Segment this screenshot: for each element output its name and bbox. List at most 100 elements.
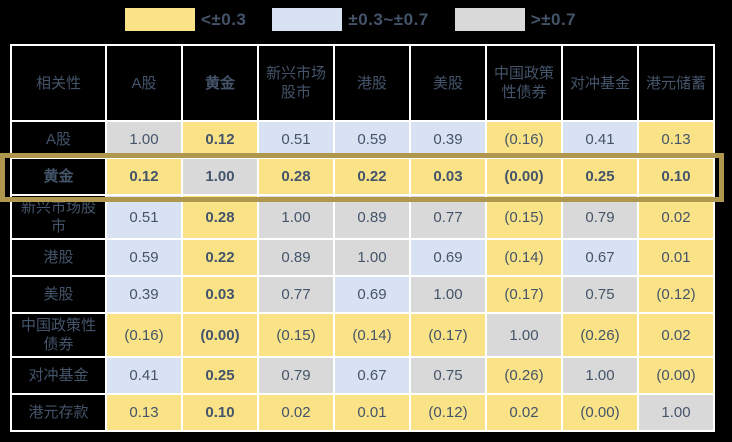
correlation-cell: (0.17) xyxy=(409,312,487,358)
correlation-cell: 0.22 xyxy=(333,157,411,196)
correlation-cell: 1.00 xyxy=(409,275,487,314)
correlation-cell: 1.00 xyxy=(485,312,563,358)
correlation-cell: 0.69 xyxy=(333,275,411,314)
correlation-cell: 0.89 xyxy=(257,238,335,277)
correlation-table: 相关性 A股 黄金 新兴市场股市 港股 美股 中国政策性债券 对冲基金 港元储蓄 A股 1.00… xyxy=(10,44,715,432)
legend-label-low: <±0.3 xyxy=(201,9,247,29)
correlation-cell: 0.28 xyxy=(181,194,259,240)
legend-item-high: >±0.7 xyxy=(454,8,577,31)
correlation-cell: 0.25 xyxy=(561,157,639,196)
column-header: 对冲基金 xyxy=(561,44,639,122)
correlation-cell: 0.79 xyxy=(561,194,639,240)
correlation-cell: 1.00 xyxy=(257,194,335,240)
table-row: A股 1.00 0.12 0.51 0.59 0.39 (0.16) 0.41 0.13 xyxy=(10,120,715,159)
correlation-cell: 1.00 xyxy=(105,120,183,159)
row-header: 港股 xyxy=(10,238,107,277)
correlation-cell: 0.25 xyxy=(181,356,259,395)
correlation-cell: 0.67 xyxy=(333,356,411,395)
correlation-cell: (0.16) xyxy=(105,312,183,358)
correlation-cell: 0.02 xyxy=(637,194,715,240)
legend-label-mid: ±0.3~±0.7 xyxy=(348,9,429,29)
correlation-cell: 0.02 xyxy=(637,312,715,358)
legend-swatch-high-icon xyxy=(454,8,525,31)
correlation-cell: (0.14) xyxy=(333,312,411,358)
table-row: 港元存款 0.13 0.10 0.02 0.01 (0.12) 0.02 (0.00) 1.00 xyxy=(10,393,715,432)
correlation-cell: 0.13 xyxy=(637,120,715,159)
correlation-cell: 0.75 xyxy=(561,275,639,314)
row-header: 中国政策性债券 xyxy=(10,312,107,358)
correlation-cell: 0.13 xyxy=(105,393,183,432)
table-row: 美股 0.39 0.03 0.77 0.69 1.00 (0.17) 0.75 (0.12) xyxy=(10,275,715,314)
corner-cell: 相关性 xyxy=(10,44,107,122)
correlation-cell: 1.00 xyxy=(333,238,411,277)
header-row: 相关性 A股 黄金 新兴市场股市 港股 美股 中国政策性债券 对冲基金 港元储蓄 xyxy=(10,44,715,122)
row-header: 港元存款 xyxy=(10,393,107,432)
correlation-cell: 0.12 xyxy=(181,120,259,159)
correlation-cell: 0.02 xyxy=(485,393,563,432)
correlation-cell: (0.00) xyxy=(637,356,715,395)
correlation-legend: <±0.3 ±0.3~±0.7 >±0.7 xyxy=(125,8,602,31)
correlation-cell: (0.26) xyxy=(561,312,639,358)
column-header: 黄金 xyxy=(181,44,259,122)
correlation-cell: 1.00 xyxy=(181,157,259,196)
correlation-cell: 0.51 xyxy=(105,194,183,240)
column-header: 新兴市场股市 xyxy=(257,44,335,122)
correlation-cell: (0.17) xyxy=(485,275,563,314)
correlation-cell: 0.89 xyxy=(333,194,411,240)
correlation-cell: (0.00) xyxy=(181,312,259,358)
correlation-cell: 0.10 xyxy=(637,157,715,196)
legend-label-high: >±0.7 xyxy=(530,9,577,29)
legend-item-low: <±0.3 xyxy=(125,8,246,31)
correlation-cell: 0.39 xyxy=(409,120,487,159)
column-header: 美股 xyxy=(409,44,487,122)
correlation-cell: 0.22 xyxy=(181,238,259,277)
table-row: 中国政策性债券 (0.16) (0.00) (0.15) (0.14) (0.17) 1.0… xyxy=(10,312,715,358)
correlation-cell: 1.00 xyxy=(561,356,639,395)
correlation-cell: 0.59 xyxy=(105,238,183,277)
legend-item-mid: ±0.3~±0.7 xyxy=(272,8,428,31)
table-row: 港股 0.59 0.22 0.89 1.00 0.69 (0.14) 0.67 0.01 xyxy=(10,238,715,277)
correlation-cell: (0.15) xyxy=(485,194,563,240)
correlation-cell: 0.02 xyxy=(257,393,335,432)
correlation-cell: 0.75 xyxy=(409,356,487,395)
correlation-cell: 0.03 xyxy=(181,275,259,314)
correlation-cell: 0.01 xyxy=(333,393,411,432)
correlation-cell: (0.26) xyxy=(485,356,563,395)
row-header: 黄金 xyxy=(10,157,107,196)
legend-swatch-mid-icon xyxy=(272,8,343,31)
correlation-cell: 0.12 xyxy=(105,157,183,196)
correlation-cell: (0.14) xyxy=(485,238,563,277)
correlation-cell: 0.59 xyxy=(333,120,411,159)
row-header: 美股 xyxy=(10,275,107,314)
correlation-cell: (0.00) xyxy=(561,393,639,432)
correlation-cell: 0.67 xyxy=(561,238,639,277)
correlation-cell: (0.15) xyxy=(257,312,335,358)
correlation-cell: 0.03 xyxy=(409,157,487,196)
correlation-cell: 0.79 xyxy=(257,356,335,395)
column-header: A股 xyxy=(105,44,183,122)
correlation-cell: 0.69 xyxy=(409,238,487,277)
column-header: 中国政策性债券 xyxy=(485,44,563,122)
column-header: 港元储蓄 xyxy=(637,44,715,122)
table-row: 黄金 0.12 1.00 0.28 0.22 0.03 (0.00) 0.25 0.10 xyxy=(10,157,715,196)
correlation-cell: 0.28 xyxy=(257,157,335,196)
correlation-cell: 0.51 xyxy=(257,120,335,159)
correlation-cell: (0.12) xyxy=(409,393,487,432)
row-header: 新兴市场股市 xyxy=(10,194,107,240)
correlation-cell: (0.12) xyxy=(637,275,715,314)
correlation-cell: 0.01 xyxy=(637,238,715,277)
correlation-cell: 0.39 xyxy=(105,275,183,314)
table-row: 新兴市场股市 0.51 0.28 1.00 0.89 0.77 (0.15) 0.79 0.02 xyxy=(10,194,715,240)
correlation-cell: (0.00) xyxy=(485,157,563,196)
correlation-cell: 0.77 xyxy=(409,194,487,240)
table-row: 对冲基金 0.41 0.25 0.79 0.67 0.75 (0.26) 1.00 (0.00) xyxy=(10,356,715,395)
legend-swatch-low-icon xyxy=(125,8,195,31)
correlation-cell: (0.16) xyxy=(485,120,563,159)
row-header: A股 xyxy=(10,120,107,159)
correlation-cell: 0.77 xyxy=(257,275,335,314)
column-header: 港股 xyxy=(333,44,411,122)
correlation-cell: 1.00 xyxy=(637,393,715,432)
correlation-cell: 0.41 xyxy=(561,120,639,159)
row-header: 对冲基金 xyxy=(10,356,107,395)
